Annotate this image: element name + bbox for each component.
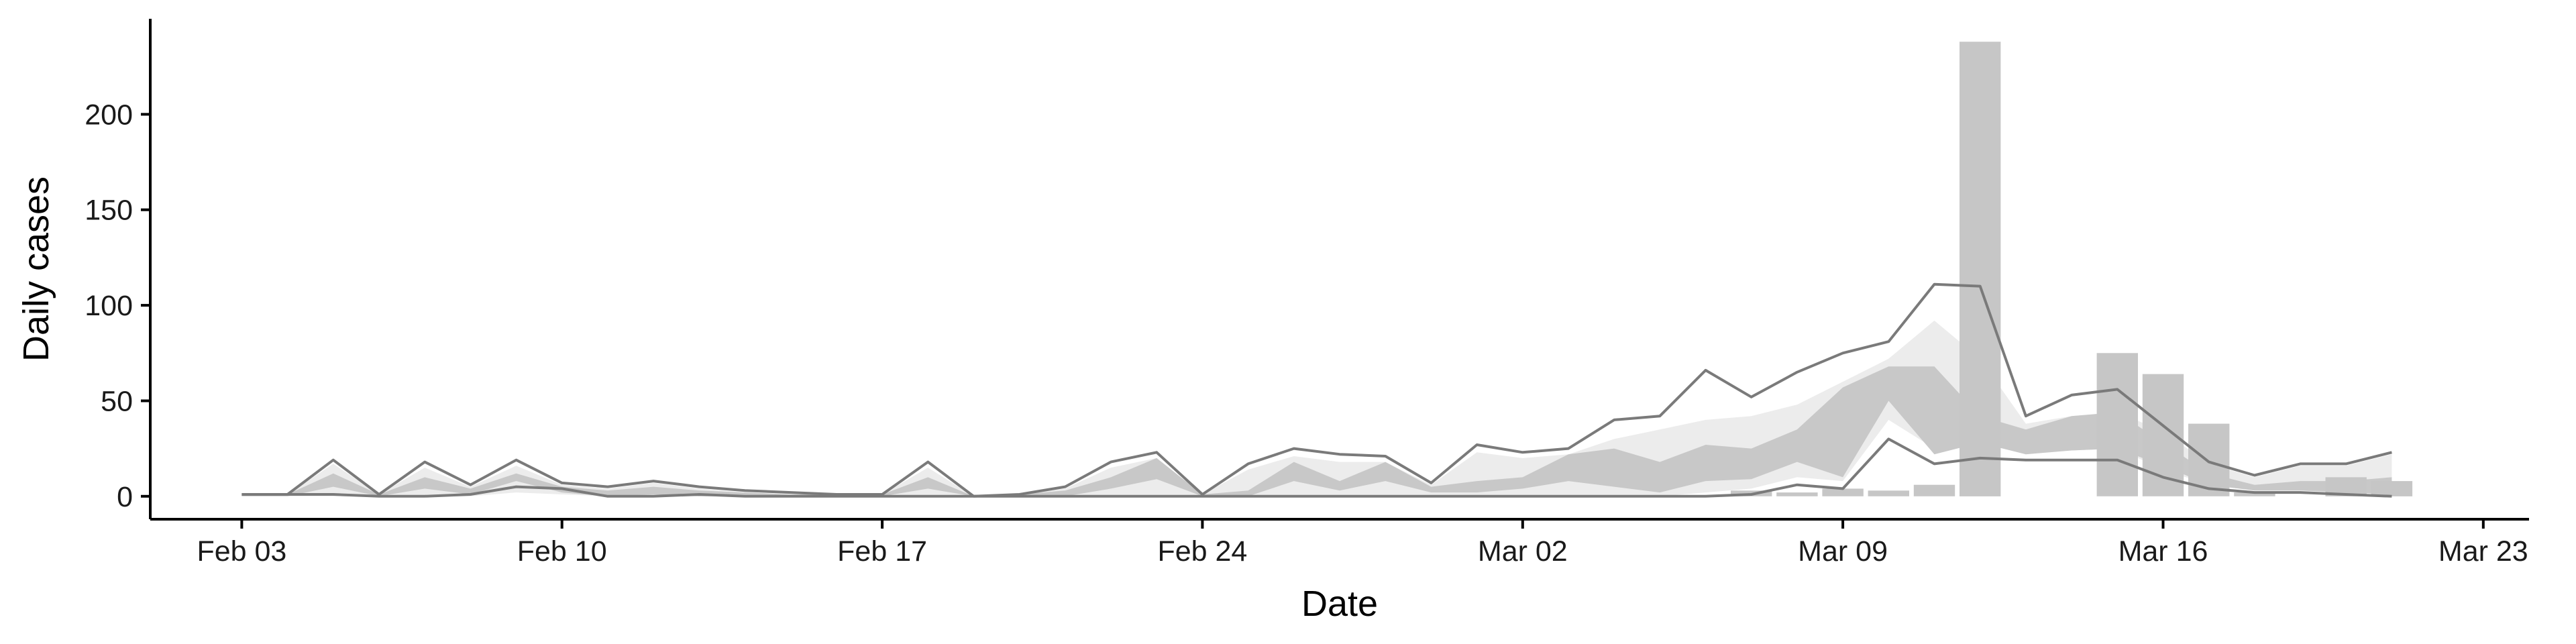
case-bar — [2371, 481, 2413, 496]
x-tick-label: Feb 17 — [837, 535, 927, 568]
y-tick-label: 100 — [85, 290, 133, 322]
x-tick-label: Mar 09 — [1798, 535, 1888, 568]
lower-bound-line — [241, 437, 2392, 498]
case-bar — [2096, 353, 2138, 496]
case-bar — [2234, 492, 2275, 496]
y-tick-label: 0 — [117, 481, 133, 513]
inner-band-area — [241, 366, 2392, 496]
case-bar — [1960, 42, 2001, 496]
case-bar — [1822, 488, 1864, 496]
case-bar — [1776, 492, 1818, 496]
case-bar — [1913, 484, 1955, 496]
upper-bound-line — [241, 282, 2392, 498]
x-tick-label: Feb 10 — [517, 535, 607, 568]
x-tick-label: Feb 24 — [1157, 535, 1247, 568]
case-bar — [1868, 490, 1909, 496]
x-tick-label: Feb 03 — [197, 535, 286, 568]
y-axis-ticks: 0 50 100 150 200 — [85, 99, 150, 513]
uncertainty-bands — [241, 320, 2392, 496]
x-tick-label: Mar 23 — [2438, 535, 2528, 568]
outer-band-area — [241, 320, 2392, 496]
observed-case-bars — [1731, 42, 2413, 496]
y-axis-title: Daily cases — [16, 176, 56, 362]
y-tick-label: 200 — [85, 99, 133, 131]
x-axis-ticks: Feb 03 Feb 10 Feb 17 Feb 24 Mar 02 Mar 09 Mar … — [197, 519, 2528, 568]
bound-lines — [241, 282, 2392, 498]
x-tick-label: Mar 16 — [2118, 535, 2208, 568]
x-axis-title: Date — [1301, 584, 1378, 624]
x-tick-label: Mar 02 — [1478, 535, 1568, 568]
y-tick-label: 150 — [85, 195, 133, 227]
y-tick-label: 50 — [101, 386, 133, 418]
axes — [149, 19, 2529, 521]
